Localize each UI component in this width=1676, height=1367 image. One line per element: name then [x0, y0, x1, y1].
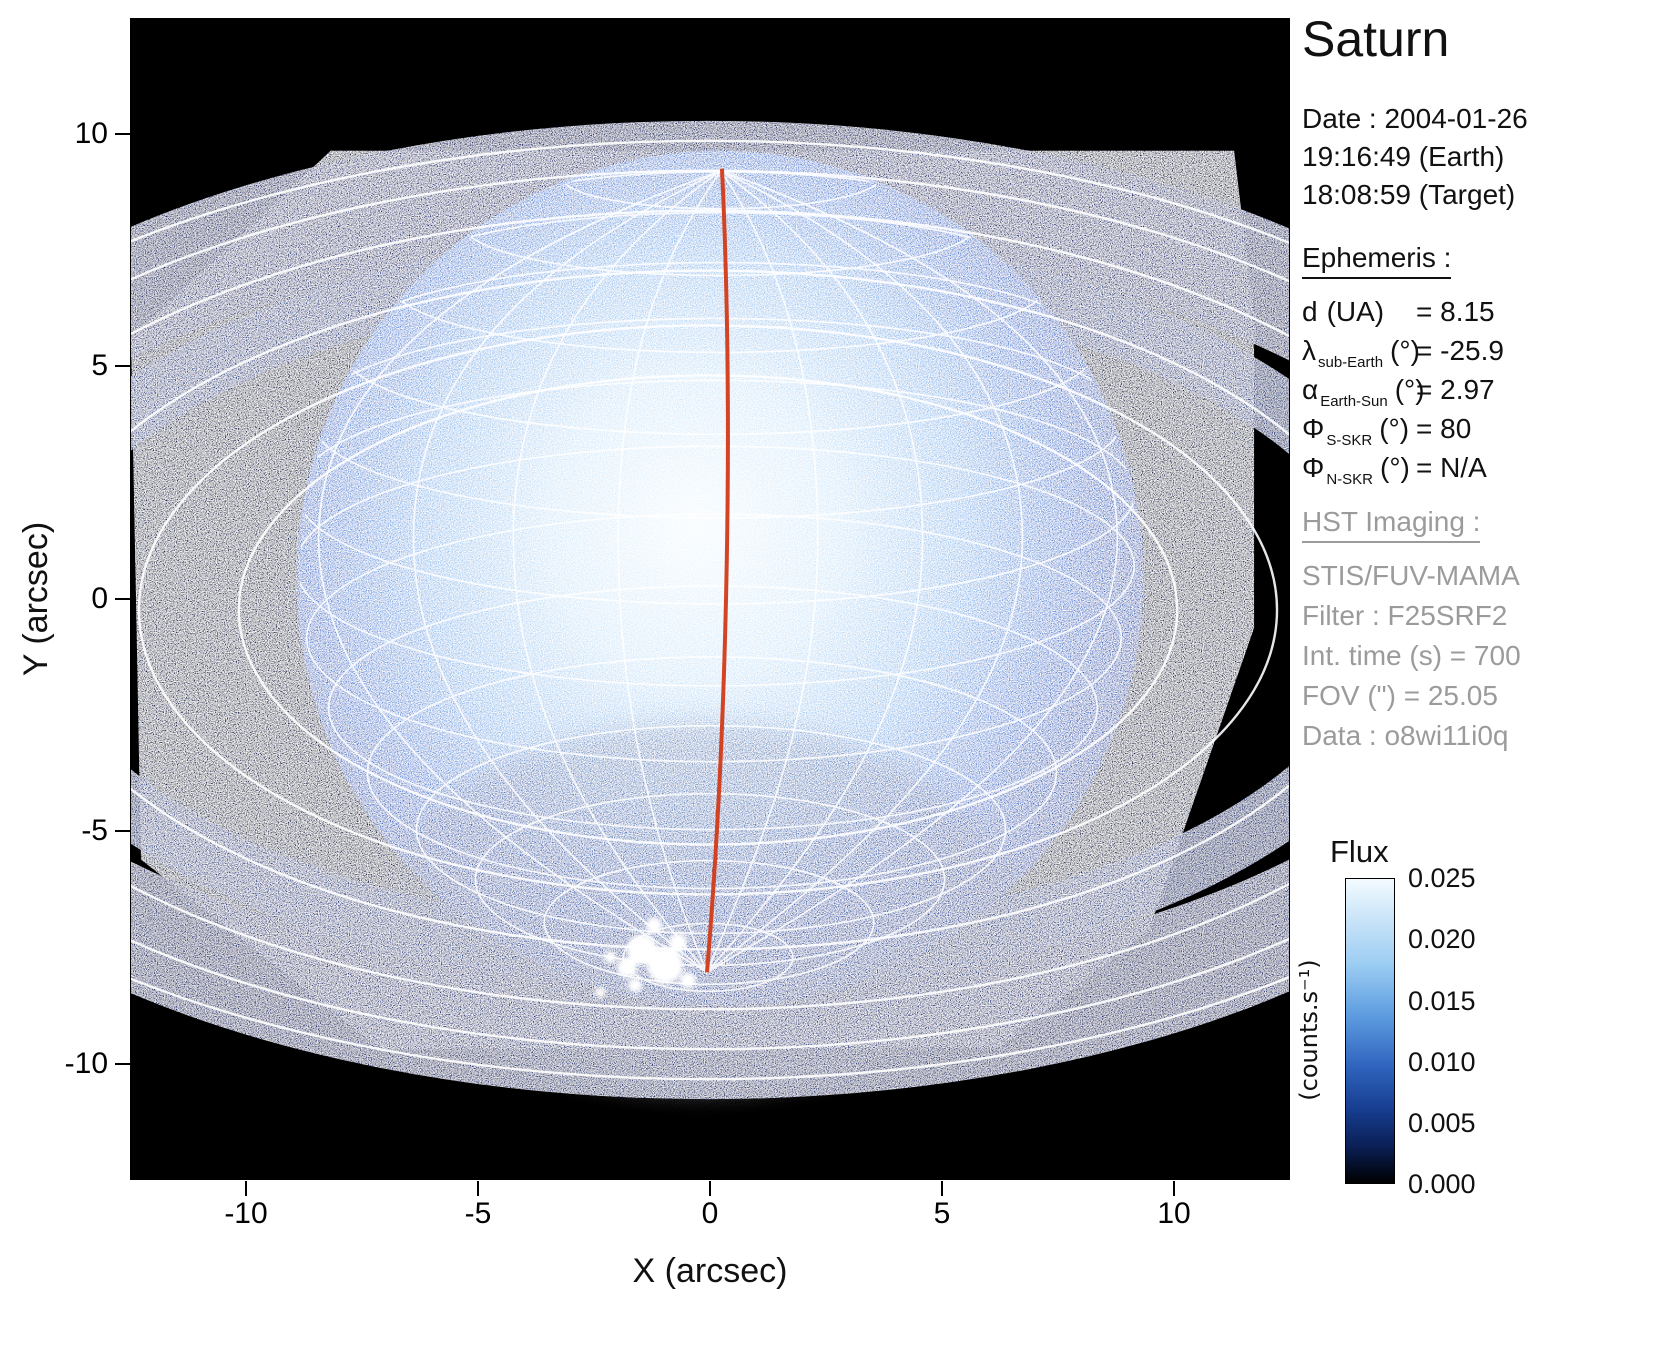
y-tick-mark [115, 133, 130, 135]
value: = N/A [1416, 452, 1487, 483]
hst-dataset: Data : o8wi11i0q [1302, 720, 1509, 751]
ephemeris-table: d (UA) = 8.15 λ sub-Earth (°) = -25.9 α Eart… [1302, 292, 1676, 488]
ephemeris-row-phi-s: Φ S-SKR (°) = 80 [1302, 409, 1676, 449]
ring-outline [131, 209, 1289, 1011]
latitude-line [543, 859, 875, 986]
value: = 80 [1416, 413, 1472, 444]
symbol: α [1302, 374, 1319, 405]
saturn-fuv-image [131, 19, 1289, 1179]
ephemeris-row-alpha: α Earth-Sun (°) = 2.97 [1302, 370, 1676, 410]
symbol-subscript: sub-Earth [1318, 354, 1384, 371]
figure-title: Saturn [1302, 11, 1450, 67]
y-tick-label: 10 [74, 117, 108, 150]
meridian-line [706, 170, 819, 973]
ephemeris-heading: Ephemeris : [1302, 242, 1452, 279]
hst-fov: FOV (") = 25.05 [1302, 680, 1498, 711]
x-tick-label: 5 [933, 1197, 951, 1230]
value: = 8.15 [1416, 296, 1495, 327]
colorbar-title: Flux [1330, 834, 1389, 869]
x-tick-label: 0 [701, 1197, 719, 1230]
y-tick-mark [115, 598, 130, 600]
symbol-subscript: S-SKR [1326, 432, 1373, 449]
hst-instrument: STIS/FUV-MAMA [1302, 560, 1520, 591]
hst-int-time: Int. time (s) = 700 [1302, 640, 1521, 671]
hst-imaging-info: STIS/FUV-MAMA Filter : F25SRF2 Int. time… [1302, 556, 1521, 756]
x-tick-label: -5 [464, 1197, 492, 1230]
aurora-blob [680, 972, 697, 989]
colorbar-tick-label: 0.005 [1408, 1108, 1476, 1138]
symbol: Φ [1302, 413, 1325, 444]
ring-outline [137, 324, 1279, 896]
x-tick-mark [1173, 1181, 1175, 1196]
meridian-line [617, 170, 722, 973]
colorbar-tick-label: 0.000 [1408, 1169, 1476, 1199]
unit: (°) [1380, 452, 1410, 483]
time-earth-line: 19:16:49 (Earth) [1302, 141, 1505, 172]
colorbar-tick-label: 0.010 [1408, 1047, 1476, 1077]
meridian-line [317, 169, 722, 974]
meridian-line [706, 170, 924, 973]
meridian-line [412, 169, 722, 974]
x-tick-mark [477, 1181, 479, 1196]
central-meridian-line [705, 168, 730, 973]
latitude-line [305, 513, 1123, 763]
latitude-line [622, 922, 794, 993]
ephemeris-row-phi-n: Φ N-SKR (°) = N/A [1302, 448, 1676, 488]
unit: (°) [1390, 335, 1420, 366]
x-tick-label: 10 [1157, 1197, 1191, 1230]
x-tick-mark [245, 1181, 247, 1196]
colorbar-gradient [1345, 878, 1395, 1184]
observation-datetime: Date : 2004-01-26 19:16:49 (Earth) 18:08… [1302, 100, 1528, 214]
time-target-line: 18:08:59 (Target) [1302, 179, 1516, 210]
value: = 2.97 [1416, 374, 1495, 405]
x-axis-label: X (arcsec) [632, 1252, 788, 1290]
colorbar-tick-label: 0.025 [1408, 863, 1476, 893]
meridian-line [512, 170, 722, 973]
symbol: Φ [1302, 452, 1325, 483]
y-tick-label: 0 [91, 582, 108, 615]
latitude-line [327, 585, 1099, 831]
unit: (°) [1379, 413, 1410, 444]
ring-outline [131, 139, 1289, 1081]
symbol: d [1302, 296, 1318, 327]
south-aurora-emission [595, 917, 697, 998]
aurora-blob [617, 957, 638, 978]
x-tick-label: -10 [224, 1197, 268, 1230]
colorbar-tick-label: 0.015 [1408, 986, 1476, 1016]
y-axis-label: Y (arcsec) [17, 521, 55, 677]
ephemeris-row-lambda: λ sub-Earth (°) = -25.9 [1302, 331, 1676, 371]
symbol-subscript: N-SKR [1326, 471, 1374, 488]
meridian-line [706, 169, 1024, 974]
aurora-blob [669, 933, 688, 952]
date-line: Date : 2004-01-26 [1302, 103, 1528, 134]
aurora-blob [628, 978, 643, 993]
y-tick-label: -10 [64, 1047, 108, 1080]
latitude-line [299, 445, 1136, 687]
ring-outline [131, 169, 1289, 1051]
y-tick-label: -5 [81, 814, 108, 847]
aurora-blob [595, 987, 606, 998]
colorbar-tick-label: 0.020 [1408, 924, 1476, 954]
y-tick-mark [115, 365, 130, 367]
aurora-blob [647, 947, 684, 984]
hst-filter: Filter : F25SRF2 [1302, 600, 1508, 631]
ring-outline [237, 374, 1179, 846]
x-tick-mark [709, 1181, 711, 1196]
y-tick-label: 5 [91, 349, 108, 382]
symbol: λ [1302, 335, 1316, 366]
value: = -25.9 [1416, 335, 1504, 366]
colorbar-unit-label: (counts.s⁻¹) [1295, 959, 1323, 1101]
ephemeris-row-d: d (UA) = 8.15 [1302, 292, 1676, 331]
meridian-line [706, 169, 1119, 974]
hst-imaging-heading: HST Imaging : [1302, 506, 1481, 543]
symbol-subscript: Earth-Sun [1320, 393, 1388, 410]
unit: (UA) [1326, 296, 1385, 327]
aurora-blob [646, 917, 663, 934]
image-plot-area [130, 18, 1290, 1180]
y-tick-mark [115, 1063, 130, 1065]
unit: (°) [1394, 374, 1425, 405]
aurora-blob [604, 951, 617, 964]
y-tick-mark [115, 830, 130, 832]
x-tick-mark [941, 1181, 943, 1196]
